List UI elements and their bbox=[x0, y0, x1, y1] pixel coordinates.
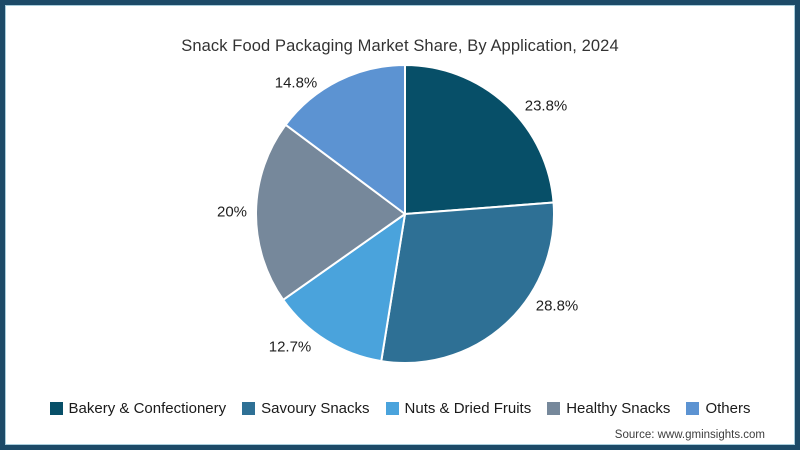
pie-slice-healthy-snacks bbox=[255, 123, 406, 301]
legend-swatch-icon bbox=[686, 402, 700, 415]
pie-value-label: 20% bbox=[216, 203, 248, 221]
legend-item-healthy-snacks: Healthy Snacks bbox=[547, 400, 670, 417]
legend-label: Savoury Snacks bbox=[261, 400, 370, 417]
legend-swatch-icon bbox=[49, 402, 63, 415]
legend-item-others: Others bbox=[686, 400, 750, 417]
legend-swatch-icon bbox=[242, 402, 256, 415]
pie-value-label: 14.8% bbox=[274, 74, 318, 92]
pie-value-label: 28.8% bbox=[535, 297, 579, 315]
pie-value-label: 12.7% bbox=[268, 338, 312, 356]
legend-label: Nuts & Dried Fruits bbox=[404, 400, 532, 417]
pie-chart bbox=[255, 64, 555, 364]
source-attribution: Source: www.gminsights.com bbox=[614, 429, 765, 441]
legend-swatch-icon bbox=[547, 402, 561, 415]
pie-slice-bakery-confectionery bbox=[404, 64, 555, 215]
legend-label: Others bbox=[705, 400, 751, 417]
legend-swatch-icon bbox=[385, 402, 399, 415]
legend: Bakery & Confectionery Savoury Snacks Nu… bbox=[5, 400, 795, 417]
pie-slice-nuts-dried-fruits bbox=[282, 213, 406, 363]
pie-slice-savoury-snacks bbox=[380, 201, 555, 364]
legend-item-bakery-confectionery: Bakery & Confectionery bbox=[49, 400, 227, 417]
legend-item-nuts-dried-fruits: Nuts & Dried Fruits bbox=[385, 400, 532, 417]
legend-label: Healthy Snacks bbox=[566, 400, 671, 417]
chart-title: Snack Food Packaging Market Share, By Ap… bbox=[181, 37, 619, 55]
legend-item-savoury-snacks: Savoury Snacks bbox=[242, 400, 370, 417]
pie-slice-others bbox=[284, 64, 406, 215]
legend-label: Bakery & Confectionery bbox=[68, 400, 227, 417]
pie-value-label: 23.8% bbox=[524, 97, 568, 115]
